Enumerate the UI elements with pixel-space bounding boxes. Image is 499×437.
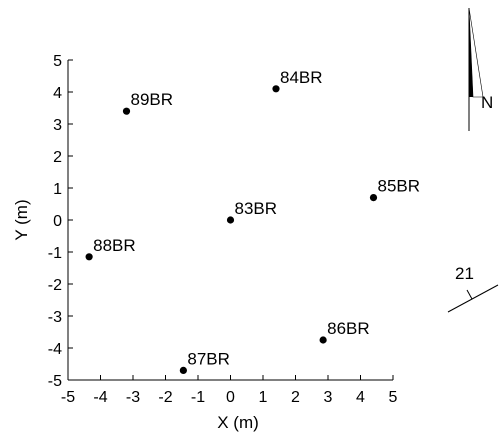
y-tick-label: 2 — [53, 149, 62, 166]
data-point — [122, 107, 131, 115]
y-tick-label: -1 — [48, 245, 62, 262]
x-tick-label: -3 — [126, 389, 140, 406]
north-arrow-label: N — [481, 93, 493, 112]
x-tick-label: 2 — [291, 389, 300, 406]
x-tick-label: -2 — [158, 389, 172, 406]
x-tick-label: -4 — [93, 389, 107, 406]
y-tick-label: -4 — [48, 341, 62, 358]
y-tick-label: 4 — [53, 85, 62, 102]
x-tick-label: -1 — [191, 389, 205, 406]
point-label: 84BR — [280, 68, 323, 87]
point-label: 85BR — [378, 177, 421, 196]
y-axis-label: Y (m) — [12, 199, 31, 240]
ticks: -5 -4 -3 -2 -1 0 1 2 3 4 5 5 4 3 2 1 0 -1 -2 -3 -4 -5 — [48, 53, 398, 406]
x-tick-label: 4 — [356, 389, 365, 406]
y-tick-label: -5 — [48, 373, 62, 390]
data-point — [272, 85, 280, 93]
point-label: 89BR — [131, 90, 174, 109]
x-tick-label: 3 — [324, 389, 333, 406]
strike-dip-label: 21 — [455, 264, 474, 283]
data-point — [226, 216, 235, 224]
point-label: 83BR — [235, 199, 278, 218]
data-point — [319, 336, 327, 344]
y-tick-label: 0 — [53, 213, 62, 230]
strike-dip-icon — [447, 284, 499, 313]
data-point — [179, 366, 187, 374]
point-label: 88BR — [93, 236, 136, 255]
y-tick-label: 3 — [53, 117, 62, 134]
data-points: 83BR 84BR 85BR 86BR 87BR 88BR 89BR — [85, 68, 421, 374]
x-tick-label: 5 — [389, 389, 398, 406]
y-tick-label: -2 — [48, 277, 62, 294]
data-point — [369, 194, 378, 202]
data-point — [85, 253, 93, 261]
x-tick-label: 0 — [226, 389, 235, 406]
y-tick-label: -3 — [48, 309, 62, 326]
x-tick-label: -5 — [61, 389, 75, 406]
y-tick-label: 1 — [53, 181, 62, 198]
point-label: 87BR — [187, 349, 230, 368]
point-label: 86BR — [327, 319, 370, 338]
x-axis-label: X (m) — [217, 413, 259, 432]
north-arrow-icon — [468, 7, 484, 131]
y-tick-label: 5 — [53, 53, 62, 70]
x-tick-label: 1 — [259, 389, 268, 406]
